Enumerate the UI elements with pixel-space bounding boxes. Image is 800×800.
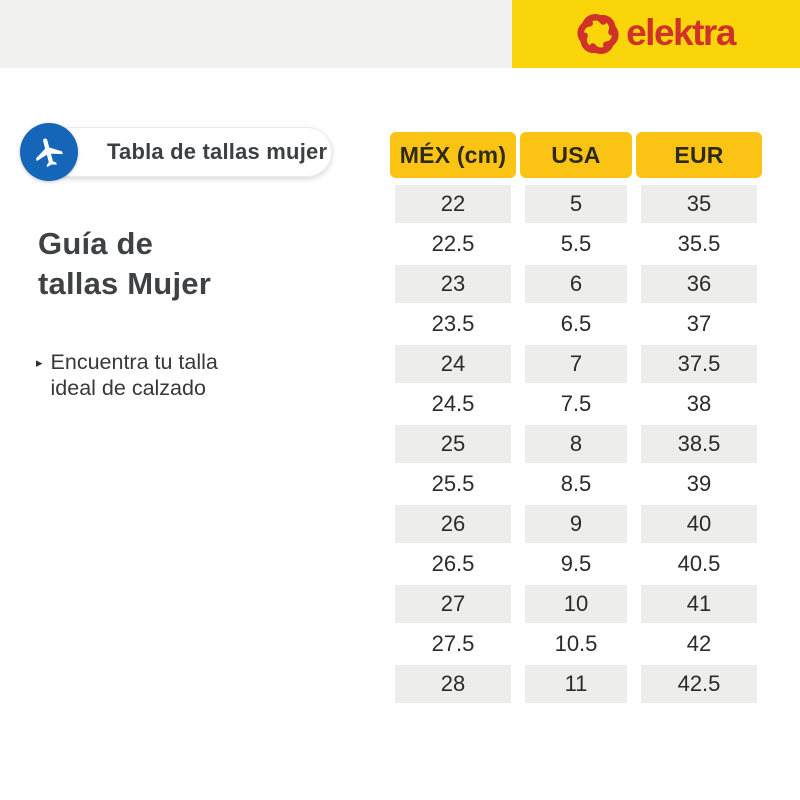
size-cell: 24.5	[395, 385, 511, 423]
table-row: 26 9 40	[390, 505, 762, 543]
page-title: Guía de tallas Mujer	[38, 224, 211, 304]
page-title-line1: Guía de	[38, 226, 154, 261]
size-cell: 9	[525, 505, 627, 543]
top-bar-gray-panel	[0, 0, 512, 68]
size-cell: 40	[641, 505, 757, 543]
size-cell: 9.5	[525, 545, 627, 583]
intro-bullet: ▸ Encuentra tu talla ideal de calzado	[36, 349, 218, 401]
elektra-logo: elektra	[512, 0, 800, 68]
size-cell: 8	[525, 425, 627, 463]
size-cell: 24	[395, 345, 511, 383]
size-cell: 10	[525, 585, 627, 623]
size-table-body: 22 5 35 22.5 5.5 35.5 23 6 36 23.5 6.5 37 24 7 37.5 24.…	[390, 185, 762, 703]
size-cell: 38.5	[641, 425, 757, 463]
size-cell: 28	[395, 665, 511, 703]
size-cell: 7	[525, 345, 627, 383]
size-chart-badge: Tabla de tallas mujer	[20, 123, 332, 181]
size-table: MÉX (cm) USA EUR 22 5 35 22.5 5.5 35.5 23 6 36 23…	[390, 132, 762, 705]
size-cell: 26	[395, 505, 511, 543]
size-cell: 27	[395, 585, 511, 623]
size-cell: 27.5	[395, 625, 511, 663]
size-cell: 25.5	[395, 465, 511, 503]
elektra-swirl-icon	[577, 14, 619, 54]
table-row: 25.5 8.5 39	[390, 465, 762, 503]
size-cell: 38	[641, 385, 757, 423]
size-cell: 23	[395, 265, 511, 303]
size-cell: 6.5	[525, 305, 627, 343]
bullet-text: Encuentra tu talla ideal de calzado	[51, 349, 218, 401]
table-row: 25 8 38.5	[390, 425, 762, 463]
size-cell: 5	[525, 185, 627, 223]
size-cell: 40.5	[641, 545, 757, 583]
size-cell: 42	[641, 625, 757, 663]
size-cell: 39	[641, 465, 757, 503]
size-cell: 42.5	[641, 665, 757, 703]
top-bar: elektra	[0, 0, 800, 68]
table-row: 27 10 41	[390, 585, 762, 623]
size-cell: 10.5	[525, 625, 627, 663]
column-header-mex: MÉX (cm)	[390, 132, 516, 178]
bullet-text-line1: Encuentra tu talla	[50, 350, 218, 374]
size-cell: 5.5	[525, 225, 627, 263]
size-cell: 35	[641, 185, 757, 223]
size-cell: 11	[525, 665, 627, 703]
size-cell: 6	[525, 265, 627, 303]
airplane-badge-circle	[20, 123, 78, 181]
table-row: 24 7 37.5	[390, 345, 762, 383]
bullet-text-line2: ideal de calzado	[50, 376, 206, 400]
table-row: 22.5 5.5 35.5	[390, 225, 762, 263]
table-row: 27.5 10.5 42	[390, 625, 762, 663]
size-cell: 36	[641, 265, 757, 303]
elektra-logo-text: elektra	[626, 11, 736, 53]
size-cell: 22	[395, 185, 511, 223]
table-row: 24.5 7.5 38	[390, 385, 762, 423]
size-cell: 37.5	[641, 345, 757, 383]
size-cell: 37	[641, 305, 757, 343]
size-cell: 26.5	[395, 545, 511, 583]
column-header-eur: EUR	[636, 132, 762, 178]
size-cell: 22.5	[395, 225, 511, 263]
size-cell: 7.5	[525, 385, 627, 423]
size-cell: 35.5	[641, 225, 757, 263]
bullet-triangle-icon: ▸	[36, 355, 43, 370]
badge-label: Tabla de tallas mujer	[107, 139, 328, 164]
size-table-header: MÉX (cm) USA EUR	[390, 132, 762, 178]
column-header-usa: USA	[520, 132, 632, 178]
size-cell: 8.5	[525, 465, 627, 503]
badge-pill: Tabla de tallas mujer	[46, 127, 332, 177]
table-row: 22 5 35	[390, 185, 762, 223]
page-title-line2: tallas Mujer	[38, 266, 211, 301]
airplane-icon	[36, 138, 63, 168]
table-row: 23 6 36	[390, 265, 762, 303]
size-cell: 23.5	[395, 305, 511, 343]
size-cell: 41	[641, 585, 757, 623]
table-row: 23.5 6.5 37	[390, 305, 762, 343]
size-cell: 25	[395, 425, 511, 463]
table-row: 26.5 9.5 40.5	[390, 545, 762, 583]
table-row: 28 11 42.5	[390, 665, 762, 703]
